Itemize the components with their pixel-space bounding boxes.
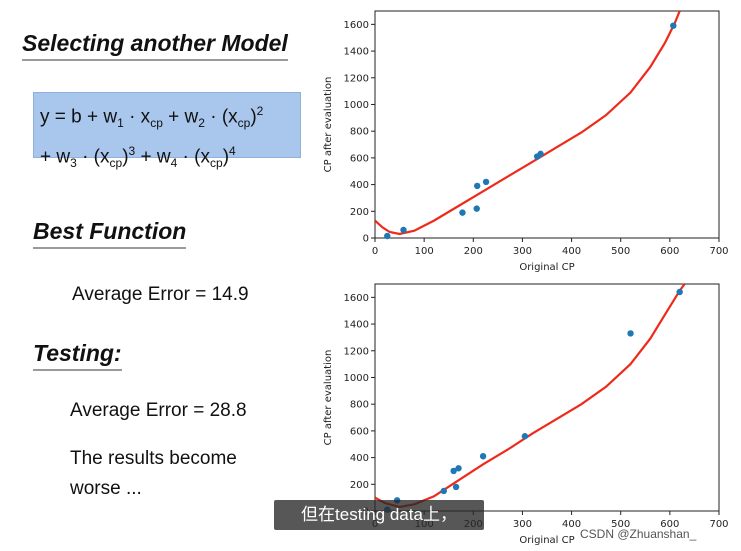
y-tick-label: 800 <box>350 400 369 411</box>
data-point <box>459 209 466 216</box>
x-tick-label: 500 <box>611 519 630 530</box>
x-tick-label: 100 <box>415 246 434 257</box>
x-tick-label: 600 <box>660 246 679 257</box>
data-point <box>627 330 634 337</box>
train-average-error: Average Error = 14.9 <box>72 284 249 305</box>
data-point <box>521 433 529 440</box>
y-tick-label: 1000 <box>344 100 369 111</box>
x-tick-label: 700 <box>709 246 728 257</box>
x-axis-label: Original CP <box>519 262 574 273</box>
y-tick-label: 200 <box>350 480 369 491</box>
results-line-1: The results become <box>70 448 237 469</box>
model-formula: y = b + w1 · xcp + w2 · (xcp)2 + w3 · (x… <box>33 92 301 170</box>
y-tick-label: 0 <box>363 234 369 245</box>
y-tick-label: 400 <box>350 453 369 464</box>
data-point <box>473 205 480 212</box>
chart-0: 0 100 200 300 400 500 600 700 0 200 400 600 800 1000 1… <box>323 10 729 273</box>
data-point <box>440 487 447 495</box>
x-tick-label: 500 <box>611 246 630 257</box>
y-tick-label: 600 <box>350 426 369 437</box>
video-subtitle: 但在testing data上， <box>274 500 484 530</box>
plot-frame <box>374 283 720 512</box>
x-tick-label: 400 <box>562 246 581 257</box>
best-function-heading: Best Function <box>33 218 187 249</box>
y-tick-label: 600 <box>350 153 369 164</box>
x-axis-label: Original CP <box>519 535 574 546</box>
formula-line-1: y = b + w1 · xcp + w2 · (xcp)2 <box>40 104 264 131</box>
testing-heading: Testing: <box>33 340 122 371</box>
data-point <box>384 232 391 240</box>
x-tick-label: 400 <box>562 519 581 530</box>
plot-frame <box>374 10 720 239</box>
x-tick-label: 300 <box>513 246 532 257</box>
data-point <box>670 22 677 29</box>
formula-line-2: + w3 · (xcp)3 + w4 · (xcp)4 <box>40 144 236 171</box>
y-axis-label: CP after evaluation <box>323 350 334 446</box>
y-tick-label: 1400 <box>344 47 369 58</box>
y-tick-label: 1600 <box>344 293 369 304</box>
watermark: CSDN @Zhuanshan_ <box>580 527 697 541</box>
x-tick-label: 600 <box>660 519 679 530</box>
y-tick-label: 400 <box>350 180 369 191</box>
y-tick-label: 1400 <box>344 320 369 331</box>
y-tick-label: 800 <box>350 127 369 138</box>
data-point <box>450 467 457 475</box>
data-point <box>676 288 683 296</box>
y-tick-label: 1000 <box>344 373 369 384</box>
test-average-error: Average Error = 28.8 <box>70 400 247 421</box>
x-tick-label: 200 <box>464 246 483 257</box>
data-point <box>474 182 481 190</box>
x-tick-label: 0 <box>372 246 378 257</box>
data-point <box>537 150 544 158</box>
results-line-2: worse ... <box>70 478 142 499</box>
data-point <box>479 453 487 460</box>
data-point <box>482 178 490 186</box>
data-point <box>452 483 460 491</box>
y-tick-label: 200 <box>350 207 369 218</box>
y-tick-label: 1200 <box>344 346 369 357</box>
y-tick-label: 1200 <box>344 73 369 84</box>
fitted-curve <box>375 11 681 236</box>
data-point <box>400 226 407 234</box>
y-axis-label: CP after evaluation <box>323 77 334 173</box>
slide-title: Selecting another Model <box>22 30 288 61</box>
data-point <box>455 465 462 472</box>
x-tick-label: 300 <box>513 519 532 530</box>
x-tick-label: 700 <box>709 519 728 530</box>
y-tick-label: 1600 <box>344 20 369 31</box>
